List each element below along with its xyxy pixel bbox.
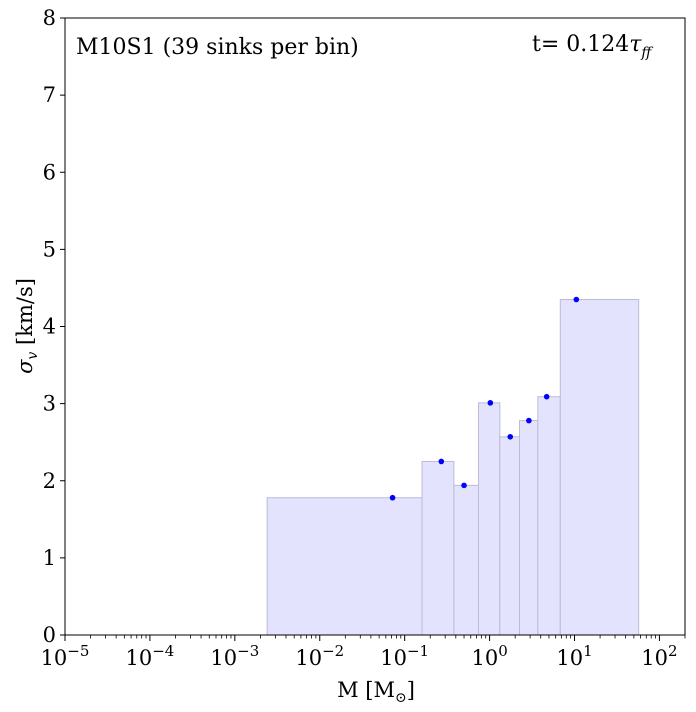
- bin-bar-8: [559, 299, 640, 636]
- bins-layer: [266, 299, 640, 636]
- y-tick-label: 8: [43, 6, 56, 30]
- y-axis-title: σv [km/s]: [13, 278, 41, 374]
- chart-title-left: M10S1 (39 sinks per bin): [76, 35, 359, 60]
- bin-bar-2: [421, 460, 455, 636]
- data-point-7: [543, 393, 550, 400]
- ticks-layer: 0 1 2 3 4 5 6 7 8 10−5 10−4 10−3 10−2 10−1 100 101 102: [41, 6, 686, 670]
- x-tick-label: 10−5: [41, 642, 90, 670]
- y-tick-label: 1: [43, 546, 56, 570]
- x-tick-label: 10−3: [210, 642, 259, 670]
- y-tick-label: 0: [43, 623, 56, 647]
- y-tick-label: 3: [43, 392, 56, 416]
- data-point-1: [389, 494, 396, 501]
- chart-title-right: t= 0.124τff: [532, 32, 653, 61]
- bin-bar-5: [499, 436, 521, 636]
- y-tick-label: 2: [43, 469, 56, 493]
- x-tick-label: 10−4: [125, 642, 174, 670]
- y-tick-label: 6: [43, 160, 56, 184]
- x-tick-label: 102: [641, 642, 677, 670]
- x-tick-label: 10−1: [380, 642, 429, 670]
- bin-bar-1: [266, 497, 423, 636]
- bin-bar-6: [519, 420, 539, 636]
- data-point-5: [507, 433, 514, 440]
- x-axis-title: M [M⊙]: [337, 678, 415, 706]
- y-tick-label: 4: [43, 315, 56, 339]
- bin-bar-7: [537, 396, 561, 636]
- data-point-3: [461, 482, 467, 489]
- data-point-8: [573, 296, 580, 303]
- x-tick-label: 101: [556, 642, 592, 670]
- y-tick-label: 5: [43, 237, 56, 261]
- x-tick-label: 10−2: [295, 642, 344, 670]
- y-tick-label: 7: [43, 83, 56, 107]
- x-tick-label: 100: [471, 642, 507, 670]
- data-point-6: [526, 417, 532, 424]
- points-layer: [389, 296, 580, 501]
- data-point-4: [487, 400, 494, 406]
- bin-bar-3: [453, 484, 479, 636]
- bin-bar-4: [477, 402, 501, 636]
- data-point-2: [438, 458, 445, 465]
